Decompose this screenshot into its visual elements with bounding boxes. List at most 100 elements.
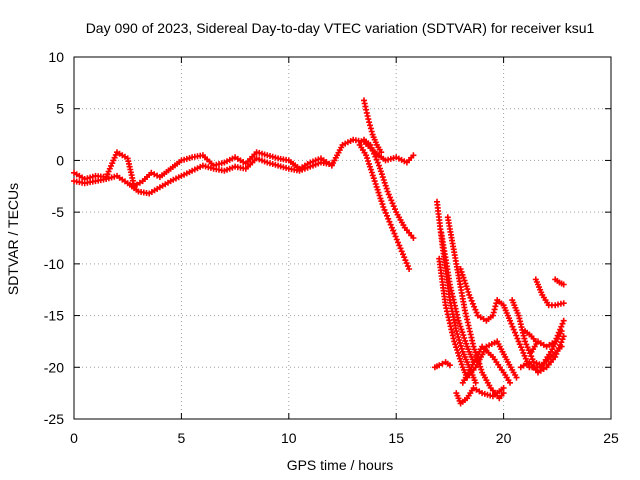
data-point-marker <box>468 297 475 304</box>
data-point-marker <box>463 340 470 347</box>
data-point-marker <box>474 355 481 362</box>
data-point-marker <box>559 336 566 343</box>
data-point-marker <box>382 182 389 189</box>
data-point-marker <box>458 361 465 368</box>
data-point-marker <box>560 333 567 340</box>
data-point-marker <box>466 328 473 335</box>
data-point-marker <box>439 360 446 367</box>
data-point-marker <box>457 342 464 349</box>
data-point-marker <box>492 303 499 310</box>
data-point-marker <box>385 215 392 222</box>
data-point-marker <box>532 338 539 345</box>
data-point-marker <box>465 289 472 295</box>
data-point-marker <box>533 360 540 367</box>
data-point-marker <box>370 175 377 182</box>
series-4 <box>361 97 385 156</box>
data-point-marker <box>457 323 464 330</box>
data-point-marker <box>377 168 384 175</box>
data-point-marker <box>489 312 496 319</box>
data-point-marker <box>392 233 399 240</box>
data-point-marker <box>461 335 468 341</box>
series-2 <box>356 141 413 272</box>
data-point-marker <box>459 329 466 336</box>
data-point-marker <box>472 379 479 386</box>
data-point-marker <box>478 366 485 373</box>
data-point-marker <box>365 158 371 164</box>
data-point-marker <box>406 266 413 272</box>
series-17 <box>517 333 567 376</box>
series-16 <box>552 276 567 288</box>
y-tick-label: -10 <box>44 256 64 272</box>
y-tick-label: -5 <box>52 204 65 220</box>
data-point-marker <box>366 119 373 126</box>
data-point-marker <box>453 328 460 335</box>
series-18 <box>522 328 539 345</box>
series-14 <box>528 317 567 355</box>
data-point-marker <box>368 144 375 151</box>
y-tick-label: -15 <box>44 308 64 324</box>
y-tick-label: -20 <box>44 359 64 375</box>
x-tick-label: 0 <box>70 430 78 446</box>
data-point-marker <box>373 156 380 163</box>
data-point-marker <box>471 303 478 310</box>
data-point-marker <box>378 198 385 205</box>
data-point-marker <box>520 332 527 339</box>
data-point-marker <box>371 178 378 185</box>
data-point-marker <box>400 251 406 258</box>
data-point-marker <box>456 320 463 327</box>
data-point-marker <box>513 374 520 381</box>
data-point-marker <box>378 149 385 156</box>
data-point-marker <box>387 194 394 201</box>
plot-frame <box>73 56 612 420</box>
data-point-marker <box>387 221 394 228</box>
data-point-marker <box>383 185 390 192</box>
series-10 <box>444 214 507 402</box>
series-11 <box>453 385 507 407</box>
data-point-marker <box>473 309 480 316</box>
data-point-marker <box>462 280 469 287</box>
data-point-marker <box>398 248 405 255</box>
data-point-marker <box>461 307 468 314</box>
data-point-marker <box>452 341 459 348</box>
data-point-marker <box>500 385 507 391</box>
data-point-marker <box>368 128 375 135</box>
data-point-marker <box>366 163 373 170</box>
x-tick-label: 15 <box>388 430 404 446</box>
data-point-marker <box>365 116 372 123</box>
data-point-marker <box>455 349 461 356</box>
data-point-marker <box>436 362 443 369</box>
y-tick-label: 10 <box>48 49 64 65</box>
y-tick-label: 5 <box>56 101 64 117</box>
data-point-marker <box>455 317 462 324</box>
data-point-marker <box>560 317 567 324</box>
data-point-marker <box>514 335 521 342</box>
x-tick-label: 10 <box>281 430 297 446</box>
data-point-marker <box>457 339 463 346</box>
data-point-marker <box>363 109 370 116</box>
data-point-marker <box>536 361 543 368</box>
series-1 <box>71 155 335 197</box>
data-point-marker <box>454 347 461 353</box>
data-point-marker <box>410 152 417 159</box>
data-point-marker <box>368 169 375 176</box>
data-point-marker <box>454 331 461 337</box>
data-point-marker <box>508 320 515 327</box>
data-point-marker <box>371 150 378 157</box>
data-point-marker <box>520 349 527 356</box>
data-point-marker <box>379 174 386 181</box>
data-point-marker <box>410 235 417 241</box>
data-point-marker <box>381 179 388 186</box>
x-tick-label: 20 <box>496 430 512 446</box>
data-point-marker <box>500 390 507 397</box>
y-axis-label: SDTVAR / TECUs <box>5 183 21 295</box>
data-point-marker <box>507 379 513 386</box>
data-point-marker <box>376 162 382 169</box>
data-point-marker <box>376 192 383 199</box>
data-point-marker <box>372 181 379 187</box>
data-point-marker <box>456 337 463 343</box>
data-point-marker <box>560 281 567 288</box>
data-point-marker <box>473 352 480 359</box>
data-point-marker <box>464 286 471 293</box>
x-tick-label: 25 <box>603 430 619 446</box>
